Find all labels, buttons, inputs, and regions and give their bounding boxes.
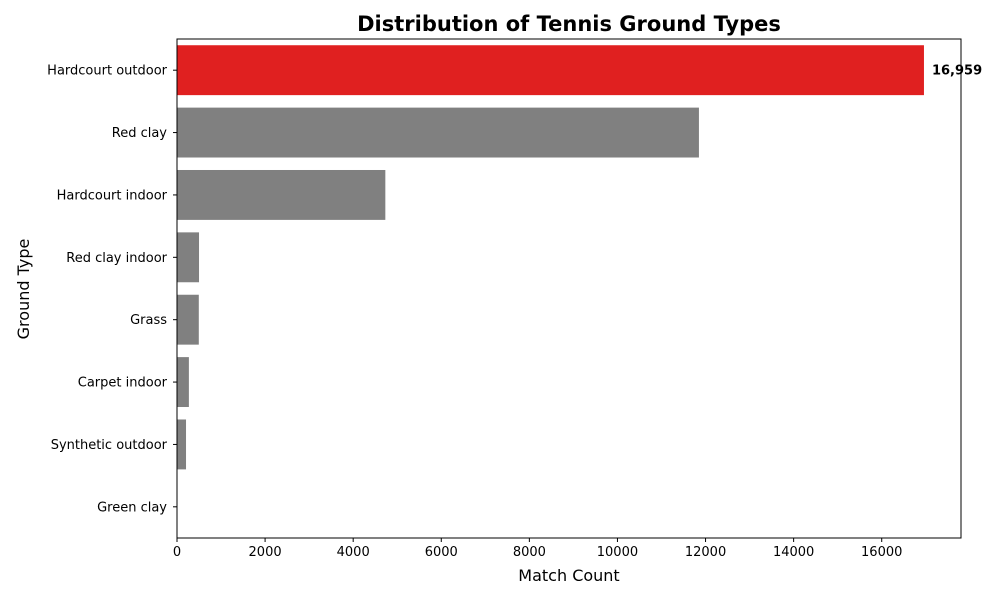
x-axis-label: Match Count [518, 566, 619, 585]
x-tick-label: 10000 [597, 545, 638, 560]
y-axis-ticks: Hardcourt outdoor Red clay Hardcourt indoo… [47, 64, 177, 515]
x-tick-label: 6000 [425, 545, 458, 560]
bar-red-clay [177, 107, 699, 158]
bar-hardcourt-indoor [177, 169, 386, 220]
x-tick-label: 0 [173, 545, 181, 560]
x-tick-label: 12000 [685, 545, 726, 560]
x-tick-label: 16000 [861, 545, 902, 560]
bar-synthetic-outdoor [177, 419, 187, 470]
x-tick-label: 4000 [337, 545, 370, 560]
y-tick-label: Synthetic outdoor [51, 438, 168, 453]
bar-hardcourt-outdoor [177, 45, 924, 96]
x-tick-label: 14000 [773, 545, 814, 560]
y-tick-label: Red clay indoor [66, 251, 167, 266]
y-tick-label: Red clay [112, 126, 168, 141]
plot-frame [176, 38, 962, 539]
bar-red-clay-indoor [177, 232, 200, 283]
bars-group [177, 45, 924, 532]
chart-title: Distribution of Tennis Ground Types [357, 12, 781, 36]
y-tick-label: Carpet indoor [78, 376, 168, 391]
x-tick-label: 2000 [249, 545, 282, 560]
y-tick-label: Hardcourt indoor [57, 188, 168, 203]
highlight-value-label: 16,959 [932, 64, 982, 79]
y-tick-label: Green clay [97, 500, 167, 515]
bar-carpet-indoor [177, 357, 189, 408]
bar-grass [177, 294, 199, 345]
y-tick-label: Hardcourt outdoor [47, 64, 167, 79]
y-tick-label: Grass [130, 313, 167, 328]
x-axis-ticks: 0 2000 4000 6000 8000 10000 12000 14000 16000 [173, 538, 902, 560]
x-tick-label: 8000 [513, 545, 546, 560]
y-axis-label: Ground Type [14, 239, 33, 340]
data-labels: 16,959 [932, 64, 982, 79]
